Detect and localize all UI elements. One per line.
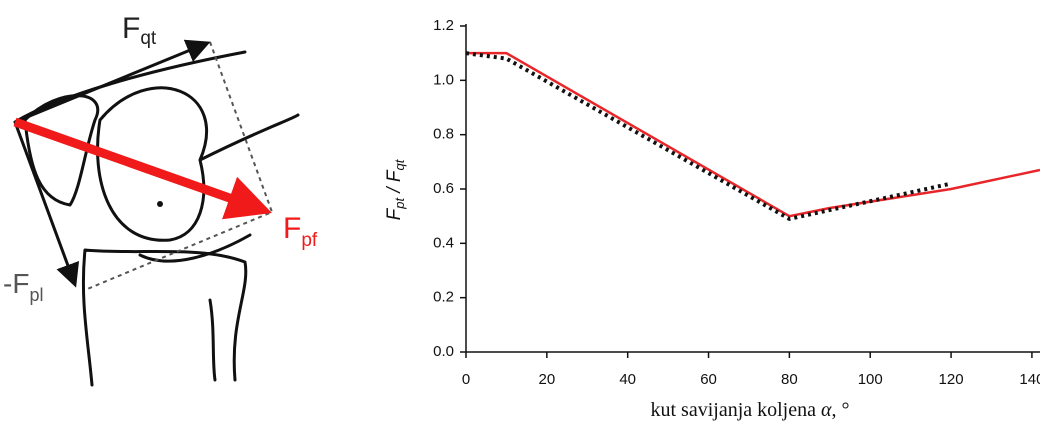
patella-sketch <box>23 94 99 207</box>
arrow-patellofemoral <box>13 117 272 220</box>
y-tick-label: 0.4 <box>433 234 454 251</box>
y-tick-label: 1.2 <box>433 17 454 34</box>
x-axis-label: kut savijanja koljena α, ° <box>650 399 849 421</box>
arrow-patellar <box>13 121 80 288</box>
y-axis-label: Fpt / Fqt <box>384 158 407 220</box>
y-tick-label: 0.6 <box>433 180 454 197</box>
y-tick-label: 0.0 <box>433 343 454 360</box>
label-fpf: Fpf <box>283 212 318 251</box>
x-tick-label: 120 <box>939 371 964 388</box>
arrow-quadriceps <box>14 39 211 124</box>
x-tick-label: 0 <box>462 371 470 388</box>
x-tick-label: 40 <box>619 371 636 388</box>
femur-sketch <box>13 50 300 242</box>
label-fpl: -Fpl <box>3 268 43 305</box>
x-tick-label: 80 <box>781 371 798 388</box>
x-tick-label: 100 <box>858 371 883 388</box>
knee-diagram: Fqt Fpf -Fpl <box>3 12 318 387</box>
x-tick-label: 140 <box>1019 371 1040 388</box>
tibia-sketch <box>81 233 252 387</box>
label-fqt: Fqt <box>122 12 157 49</box>
sketch-dot <box>157 201 163 207</box>
x-tick-label: 20 <box>539 371 556 388</box>
x-tick-label: 60 <box>700 371 717 388</box>
y-tick-label: 1.0 <box>433 71 454 88</box>
y-tick-label: 0.8 <box>433 126 454 143</box>
series-line <box>466 51 1040 218</box>
y-tick-label: 0.2 <box>433 289 454 306</box>
series-line <box>465 51 952 222</box>
